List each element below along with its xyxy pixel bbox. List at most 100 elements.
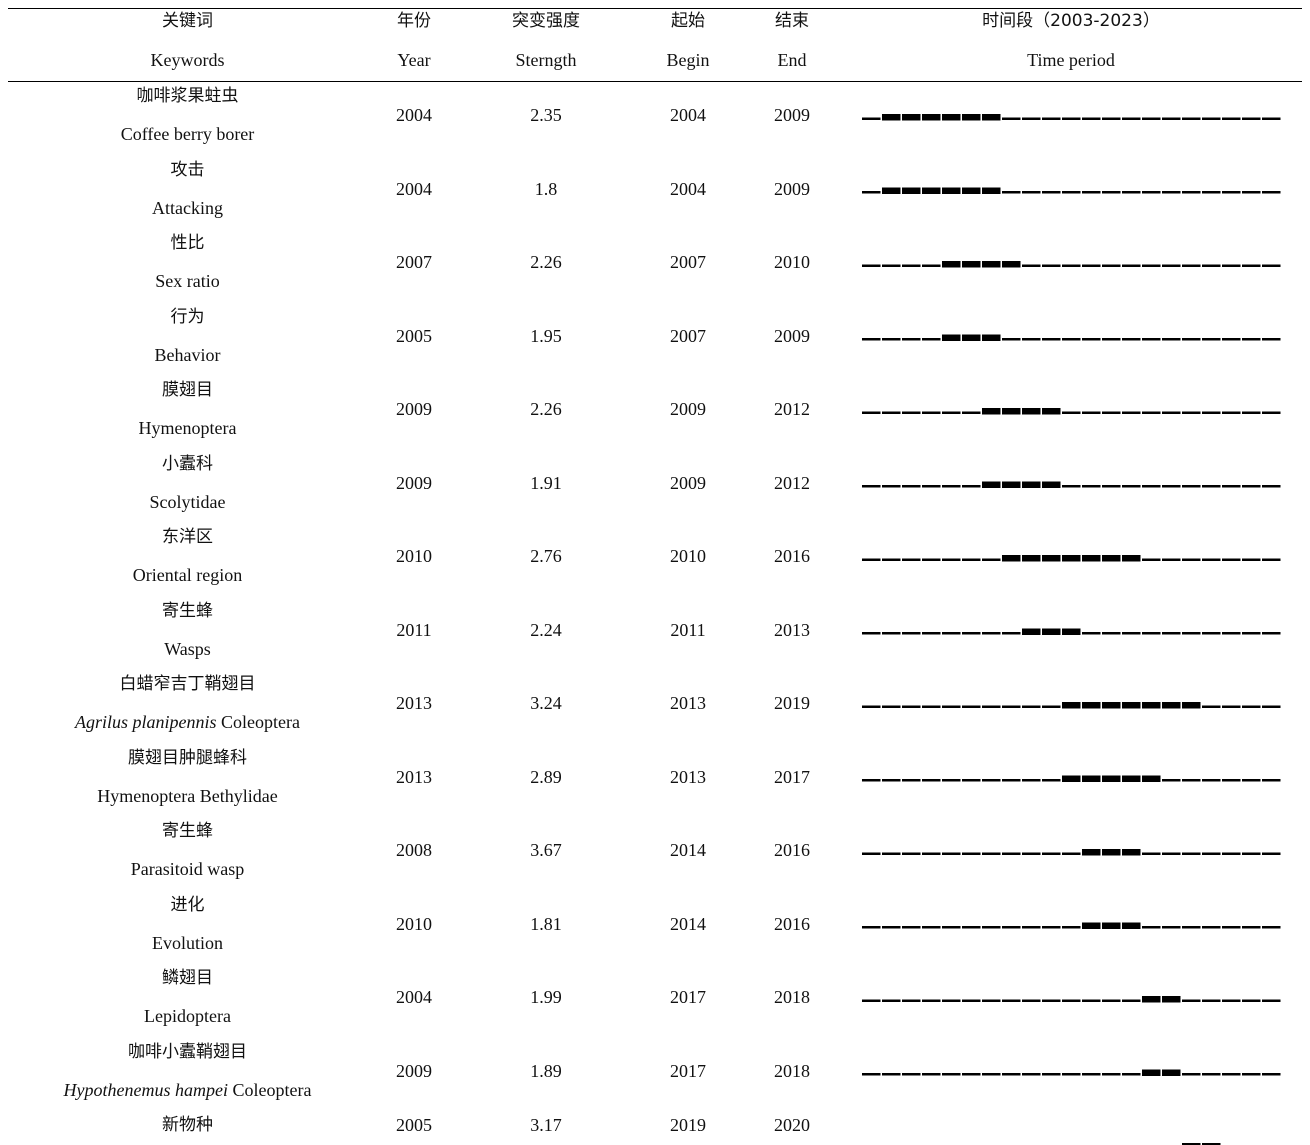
- keyword-zh: 进化: [170, 894, 205, 915]
- timeline-segment: [1022, 1073, 1041, 1076]
- timeline-segment: [1042, 999, 1061, 1002]
- timeline-segment: [1062, 485, 1081, 488]
- year-cell: 2010: [396, 546, 432, 566]
- header-strength-zh: 突变强度: [512, 11, 580, 31]
- timeline-segment: [1242, 705, 1261, 708]
- header-period-zh: 时间段（2003-2023）: [982, 11, 1160, 31]
- burst-segment: [1062, 775, 1081, 782]
- timeline-segment: [1242, 779, 1261, 782]
- keyword-en-text: Parasitoid wasp: [130, 859, 245, 879]
- timeline-segment: [1242, 264, 1261, 267]
- timeline-segment: [1102, 1073, 1121, 1076]
- timeline-segment: [1242, 1073, 1261, 1076]
- keyword-en-species: Agrilus planipennis: [75, 712, 217, 732]
- burst-segment: [962, 114, 981, 121]
- timeline-segment: [902, 1073, 921, 1076]
- timeline-segment: [982, 558, 1001, 561]
- year-cell: 2008: [396, 840, 432, 860]
- timeline-segment: [1222, 1073, 1241, 1076]
- timeline-segment: [922, 338, 941, 341]
- timeline-segment: [1262, 411, 1281, 414]
- timeline-segment: [1002, 852, 1021, 855]
- burst-segment: [1202, 1143, 1221, 1145]
- strength-cell: 2.24: [530, 619, 562, 640]
- timeline-segment: [942, 558, 961, 561]
- timeline-segment: [1202, 1073, 1221, 1076]
- burst-segment: [1122, 775, 1141, 782]
- begin-cell: 2010: [670, 546, 706, 566]
- timeline-segment: [942, 779, 961, 782]
- keyword-en-text: Wasps: [164, 638, 211, 659]
- timeline-segment: [862, 705, 881, 708]
- timeline-segment: [1262, 264, 1281, 267]
- timeline-segment: [1202, 999, 1221, 1002]
- timeline-segment: [1162, 117, 1181, 120]
- timeline-segment: [1262, 926, 1281, 929]
- burst-segment: [942, 261, 961, 268]
- timeline-segment: [902, 705, 921, 708]
- burst-segment: [1002, 555, 1021, 562]
- keyword-zh: 攻击: [170, 159, 205, 180]
- begin-cell: 2019: [670, 1115, 706, 1135]
- timeline-segment: [1142, 632, 1161, 635]
- timeline-segment: [862, 411, 881, 414]
- burst-segment: [1042, 408, 1061, 415]
- burst-segment: [1162, 702, 1181, 709]
- timeline-segment: [1182, 264, 1201, 267]
- timeline-segment: [1002, 632, 1021, 635]
- end-cell: 2020: [774, 1115, 810, 1135]
- year-cell: 2009: [396, 472, 432, 493]
- burst-segment: [902, 187, 921, 194]
- timeline-segment: [1202, 852, 1221, 855]
- strength-cell: 1.91: [530, 472, 562, 493]
- end-cell: 2019: [774, 693, 810, 713]
- timeline-segment: [1222, 779, 1241, 782]
- burst-segment: [962, 334, 981, 341]
- year-cell: 2005: [396, 325, 432, 346]
- timeline-segment: [982, 1073, 1001, 1076]
- timeline-segment: [902, 338, 921, 341]
- keyword-en-text: Oriental region: [132, 565, 243, 585]
- timeline-segment: [862, 338, 881, 341]
- timeline-segment: [1142, 485, 1161, 488]
- strength-cell: 1.99: [530, 987, 562, 1007]
- timeline-segment: [882, 926, 901, 929]
- timeline-segment: [1062, 191, 1081, 194]
- timeline-segment: [1222, 558, 1241, 561]
- timeline-segment: [1162, 264, 1181, 267]
- timeline-segment: [922, 264, 941, 267]
- burst-segment: [1182, 1143, 1201, 1145]
- timeline-segment: [922, 926, 941, 929]
- year-cell: 2013: [396, 693, 432, 713]
- timeline-segment: [1042, 779, 1061, 782]
- timeline-segment: [1162, 558, 1181, 561]
- timeline-segment: [1142, 926, 1161, 929]
- burst-segment: [982, 187, 1001, 194]
- timeline-segment: [1022, 338, 1041, 341]
- timeline-segment: [862, 779, 881, 782]
- timeline-segment: [982, 999, 1001, 1002]
- burst-segment: [1142, 996, 1161, 1003]
- timeline-segment: [862, 999, 881, 1002]
- begin-cell: 2017: [670, 987, 706, 1007]
- timeline-segment: [1082, 191, 1101, 194]
- timeline-segment: [882, 852, 901, 855]
- timeline-segment: [1242, 338, 1261, 341]
- timeline-segment: [962, 411, 981, 414]
- timeline-segment: [1062, 264, 1081, 267]
- year-cell: 2004: [396, 987, 432, 1007]
- timeline-segment: [1102, 191, 1121, 194]
- end-cell: 2016: [774, 546, 810, 566]
- timeline-segment: [1182, 779, 1201, 782]
- timeline-segment: [1182, 852, 1201, 855]
- timeline-segment: [1142, 411, 1161, 414]
- keyword-en-text: Coffee berry borer: [120, 124, 255, 144]
- burst-segment: [1102, 702, 1121, 709]
- burst-segment: [1042, 628, 1061, 635]
- timeline-segment: [1202, 264, 1221, 267]
- timeline-segment: [942, 632, 961, 635]
- timeline-segment: [862, 1073, 881, 1076]
- timeline-segment: [1042, 117, 1061, 120]
- burst-segment: [1042, 555, 1061, 562]
